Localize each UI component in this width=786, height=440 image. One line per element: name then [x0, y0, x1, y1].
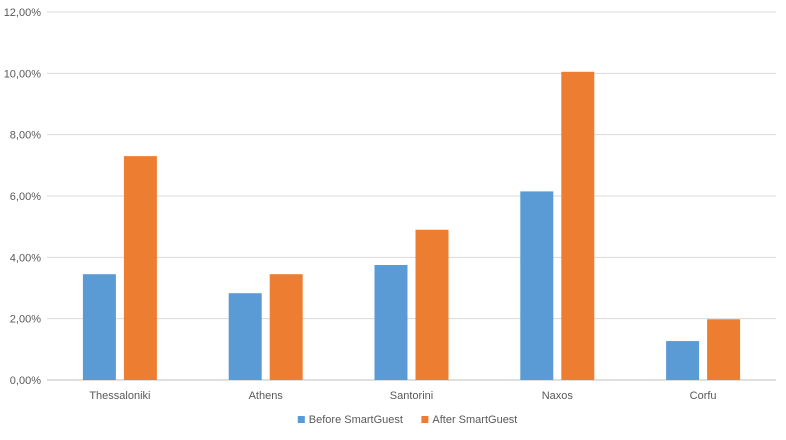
bar-after-santorini	[415, 229, 449, 380]
y-tick-label: 4,00%	[10, 252, 41, 264]
bar-after-thessaloniki	[123, 156, 157, 380]
y-tick-label: 2,00%	[10, 314, 41, 326]
y-tick-label: 10,00%	[4, 68, 42, 80]
bar-before-thessaloniki	[82, 274, 116, 380]
x-tick-label: Corfu	[690, 390, 717, 402]
bar-before-santorini	[374, 265, 408, 380]
x-tick-label: Santorini	[390, 390, 433, 402]
x-tick-label: Naxos	[542, 390, 574, 402]
legend-swatch-before	[297, 416, 305, 423]
legend-label-after: After SmartGuest	[432, 414, 517, 426]
gridlines	[47, 11, 776, 381]
x-tick-label: Athens	[249, 390, 284, 402]
y-tick-label: 12,00%	[4, 7, 42, 19]
y-tick-label: 8,00%	[10, 130, 41, 142]
y-tick-label: 6,00%	[10, 191, 41, 203]
legend: Before SmartGuest After SmartGuest	[297, 414, 517, 426]
x-axis: Thessaloniki Athens Santorini Naxos Corfu	[89, 390, 716, 402]
bar-before-corfu	[666, 341, 700, 380]
legend-label-before: Before SmartGuest	[309, 414, 403, 426]
bar-after-naxos	[561, 71, 595, 381]
y-axis: 0,00% 2,00% 4,00% 6,00% 8,00% 10,00% 12,00%	[4, 7, 42, 387]
bars	[82, 71, 741, 381]
x-tick-label: Thessaloniki	[89, 390, 150, 402]
legend-swatch-after	[421, 416, 429, 423]
bar-after-corfu	[707, 319, 741, 380]
y-tick-label: 0,00%	[10, 375, 41, 387]
bar-before-naxos	[520, 191, 554, 380]
bar-before-athens	[228, 293, 262, 380]
bar-after-athens	[269, 274, 303, 380]
